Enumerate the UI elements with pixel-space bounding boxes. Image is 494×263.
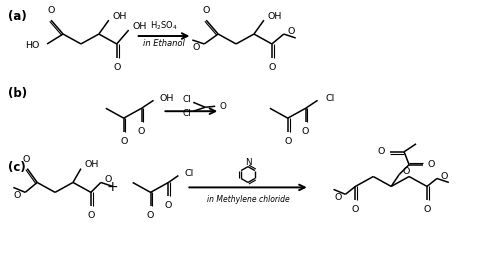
Text: O: O — [219, 102, 226, 111]
Text: O: O — [402, 167, 410, 176]
Text: Cl: Cl — [326, 94, 335, 103]
Text: HO: HO — [25, 41, 39, 50]
Text: O: O — [203, 6, 210, 15]
Text: O: O — [193, 43, 200, 52]
Text: O: O — [165, 201, 172, 210]
Text: in Ethanol: in Ethanol — [143, 39, 184, 48]
Text: (c): (c) — [8, 161, 26, 174]
Text: OH: OH — [268, 12, 282, 21]
Text: O: O — [268, 63, 276, 72]
Text: in Methylene chloride: in Methylene chloride — [206, 195, 289, 204]
Text: O: O — [334, 193, 341, 202]
Text: O: O — [302, 127, 309, 136]
Text: O: O — [87, 211, 94, 220]
Text: O: O — [138, 127, 145, 136]
Text: O: O — [428, 160, 435, 169]
Text: O: O — [352, 205, 359, 214]
Text: OH: OH — [113, 12, 127, 21]
Text: O: O — [120, 137, 127, 146]
Text: O: O — [23, 155, 30, 164]
Text: O: O — [378, 147, 385, 156]
Text: Cl: Cl — [183, 95, 191, 104]
Text: O: O — [288, 27, 295, 36]
Text: N: N — [245, 158, 251, 167]
Text: O: O — [14, 191, 21, 200]
Text: OH: OH — [85, 160, 99, 169]
Text: H$_2$SO$_4$: H$_2$SO$_4$ — [150, 20, 177, 32]
Text: Cl: Cl — [183, 109, 191, 118]
Text: O: O — [113, 63, 121, 72]
Text: (a): (a) — [8, 10, 27, 23]
Text: OH: OH — [133, 22, 147, 31]
Text: OH: OH — [160, 94, 174, 103]
Text: O: O — [147, 211, 154, 220]
Text: (b): (b) — [8, 87, 28, 100]
Text: Cl: Cl — [184, 169, 194, 178]
Text: O: O — [47, 6, 55, 15]
Text: O: O — [105, 175, 112, 184]
Text: O: O — [441, 172, 448, 181]
Text: +: + — [107, 180, 119, 194]
Text: O: O — [284, 137, 291, 146]
Text: O: O — [423, 205, 431, 214]
